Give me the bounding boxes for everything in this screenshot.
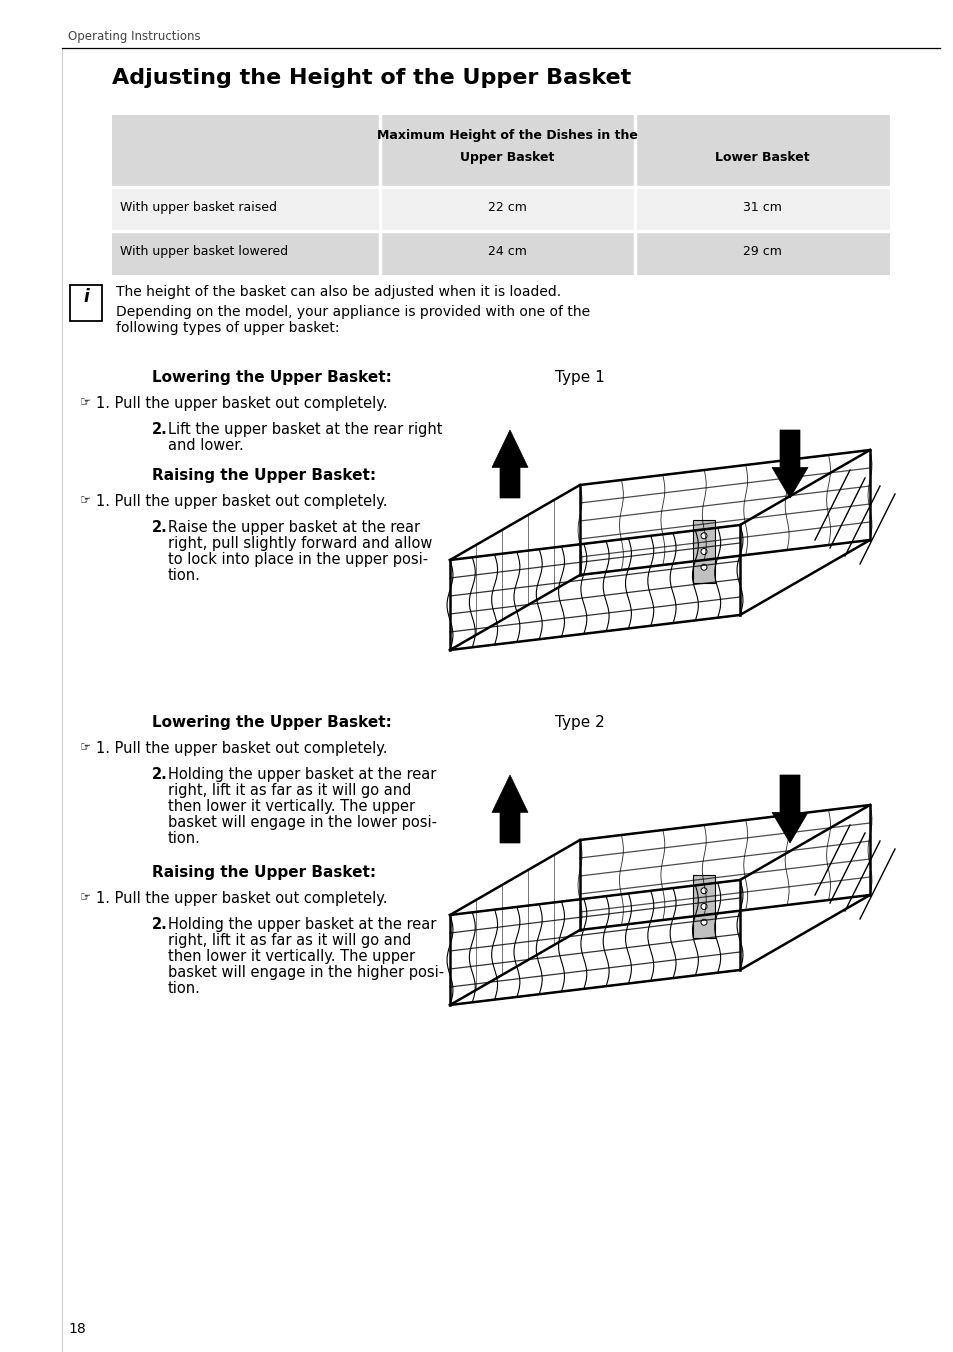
Bar (112, 115, 889, 274)
Circle shape (700, 549, 706, 554)
Text: and lower.: and lower. (168, 438, 244, 453)
Polygon shape (492, 775, 527, 844)
Text: 2.: 2. (152, 422, 168, 437)
Text: tion.: tion. (168, 831, 201, 846)
Text: 1. Pull the upper basket out completely.: 1. Pull the upper basket out completely. (96, 396, 387, 411)
Bar (692, 875, 714, 938)
Text: tion.: tion. (168, 568, 201, 583)
Circle shape (700, 903, 706, 910)
Text: 2.: 2. (152, 917, 168, 932)
Text: right, lift it as far as it will go and: right, lift it as far as it will go and (168, 933, 411, 948)
Circle shape (700, 564, 706, 571)
Circle shape (700, 533, 706, 538)
Text: 29 cm: 29 cm (742, 245, 781, 258)
Text: then lower it vertically. The upper: then lower it vertically. The upper (168, 949, 415, 964)
Circle shape (700, 919, 706, 925)
Text: With upper basket lowered: With upper basket lowered (120, 245, 288, 258)
Circle shape (700, 888, 706, 894)
Text: then lower it vertically. The upper: then lower it vertically. The upper (168, 799, 415, 814)
Text: basket will engage in the lower posi-: basket will engage in the lower posi- (168, 815, 436, 830)
Text: 22 cm: 22 cm (488, 201, 526, 214)
Text: Lower Basket: Lower Basket (715, 151, 809, 164)
Text: 18: 18 (68, 1322, 86, 1336)
Bar (692, 521, 714, 583)
Text: Lowering the Upper Basket:: Lowering the Upper Basket: (152, 715, 392, 730)
Text: 2.: 2. (152, 521, 168, 535)
Text: Operating Instructions: Operating Instructions (68, 30, 200, 43)
Text: ☞: ☞ (80, 741, 91, 754)
Bar (112, 187, 889, 231)
Text: Type 1: Type 1 (555, 370, 604, 385)
Text: Adjusting the Height of the Upper Basket: Adjusting the Height of the Upper Basket (112, 68, 631, 88)
Text: 1. Pull the upper basket out completely.: 1. Pull the upper basket out completely. (96, 741, 387, 756)
Polygon shape (492, 430, 527, 498)
Text: basket will engage in the higher posi-: basket will engage in the higher posi- (168, 965, 444, 980)
Text: The height of the basket can also be adjusted when it is loaded.: The height of the basket can also be adj… (116, 285, 560, 299)
Bar (112, 115, 379, 187)
Text: Depending on the model, your appliance is provided with one of the: Depending on the model, your appliance i… (116, 306, 590, 319)
Text: following types of upper basket:: following types of upper basket: (116, 320, 339, 335)
Polygon shape (771, 775, 807, 844)
Text: With upper basket raised: With upper basket raised (120, 201, 276, 214)
Text: right, lift it as far as it will go and: right, lift it as far as it will go and (168, 783, 411, 798)
Text: 24 cm: 24 cm (488, 245, 526, 258)
Text: 1. Pull the upper basket out completely.: 1. Pull the upper basket out completely. (96, 891, 387, 906)
Text: Holding the upper basket at the rear: Holding the upper basket at the rear (168, 917, 436, 932)
Text: Lift the upper basket at the rear right: Lift the upper basket at the rear right (168, 422, 442, 437)
Text: Holding the upper basket at the rear: Holding the upper basket at the rear (168, 767, 436, 781)
Text: Upper Basket: Upper Basket (460, 151, 554, 164)
Bar (70, 285, 102, 320)
Text: ☞: ☞ (80, 891, 91, 904)
Text: Maximum Height of the Dishes in the: Maximum Height of the Dishes in the (376, 128, 638, 142)
Text: Type 2: Type 2 (555, 715, 604, 730)
Text: Raising the Upper Basket:: Raising the Upper Basket: (152, 468, 375, 483)
Polygon shape (771, 430, 807, 498)
Text: ☞: ☞ (80, 396, 91, 410)
Text: Raise the upper basket at the rear: Raise the upper basket at the rear (168, 521, 419, 535)
Text: tion.: tion. (168, 982, 201, 996)
Text: ☞: ☞ (80, 493, 91, 507)
Text: i: i (83, 288, 89, 306)
Text: Raising the Upper Basket:: Raising the Upper Basket: (152, 865, 375, 880)
Text: 2.: 2. (152, 767, 168, 781)
Text: right, pull slightly forward and allow: right, pull slightly forward and allow (168, 535, 432, 552)
Text: Lowering the Upper Basket:: Lowering the Upper Basket: (152, 370, 392, 385)
Text: 1. Pull the upper basket out completely.: 1. Pull the upper basket out completely. (96, 493, 387, 508)
Text: to lock into place in the upper posi-: to lock into place in the upper posi- (168, 552, 428, 566)
Text: 31 cm: 31 cm (742, 201, 781, 214)
